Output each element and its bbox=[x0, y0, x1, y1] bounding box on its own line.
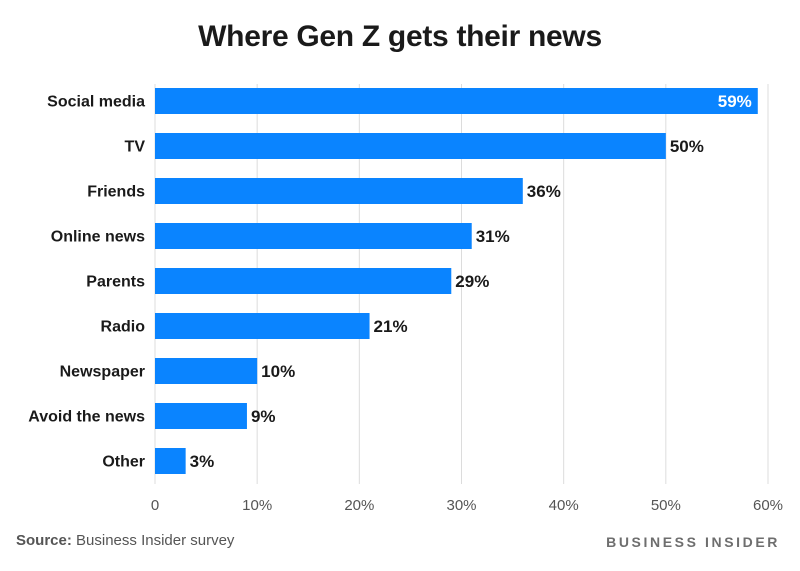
x-tick-label: 60% bbox=[753, 497, 783, 514]
source-text: Business Insider survey bbox=[76, 532, 235, 549]
bar bbox=[155, 448, 186, 474]
value-label: 21% bbox=[374, 317, 408, 336]
bar bbox=[155, 403, 247, 429]
bar bbox=[155, 223, 472, 249]
x-tick-label: 10% bbox=[242, 497, 272, 514]
category-label: Other bbox=[102, 454, 145, 471]
value-label: 36% bbox=[527, 182, 561, 201]
x-tick-label: 50% bbox=[651, 497, 681, 514]
value-label: 59% bbox=[718, 92, 752, 111]
bar bbox=[155, 88, 758, 114]
category-label: Friends bbox=[87, 184, 145, 201]
value-label: 9% bbox=[251, 407, 276, 426]
value-label: 31% bbox=[476, 227, 510, 246]
value-label: 50% bbox=[670, 137, 704, 156]
chart-title: Where Gen Z gets their news bbox=[198, 20, 602, 53]
bar bbox=[155, 313, 370, 339]
category-label: Radio bbox=[101, 319, 146, 336]
source-label: Source: bbox=[16, 532, 72, 549]
value-label: 10% bbox=[261, 362, 295, 381]
source-note: Source: Business Insider survey bbox=[16, 532, 234, 549]
x-tick-label: 40% bbox=[549, 497, 579, 514]
value-label: 29% bbox=[455, 272, 489, 291]
category-label: Newspaper bbox=[60, 364, 145, 381]
category-labels: Social media TV Friends Online news Parents R… bbox=[28, 94, 145, 471]
bar bbox=[155, 178, 523, 204]
value-label: 3% bbox=[190, 452, 215, 471]
bar bbox=[155, 133, 666, 159]
value-labels: 59% 50% 36% 31% 29% 21% 10% 9% 3% bbox=[190, 92, 752, 471]
x-tick-label: 30% bbox=[446, 497, 476, 514]
x-tick-label: 20% bbox=[344, 497, 374, 514]
x-axis-ticks: 0 10% 20% 30% 40% 50% 60% bbox=[151, 497, 783, 514]
x-tick-label: 0 bbox=[151, 497, 159, 514]
category-label: TV bbox=[125, 139, 146, 156]
category-label: Online news bbox=[51, 229, 145, 246]
category-label: Parents bbox=[86, 274, 145, 291]
bar bbox=[155, 358, 258, 384]
category-label: Avoid the news bbox=[28, 409, 145, 426]
brand-logo: BUSINESS INSIDER bbox=[606, 534, 780, 550]
category-label: Social media bbox=[47, 94, 145, 111]
bars bbox=[155, 88, 758, 474]
bar bbox=[155, 268, 452, 294]
